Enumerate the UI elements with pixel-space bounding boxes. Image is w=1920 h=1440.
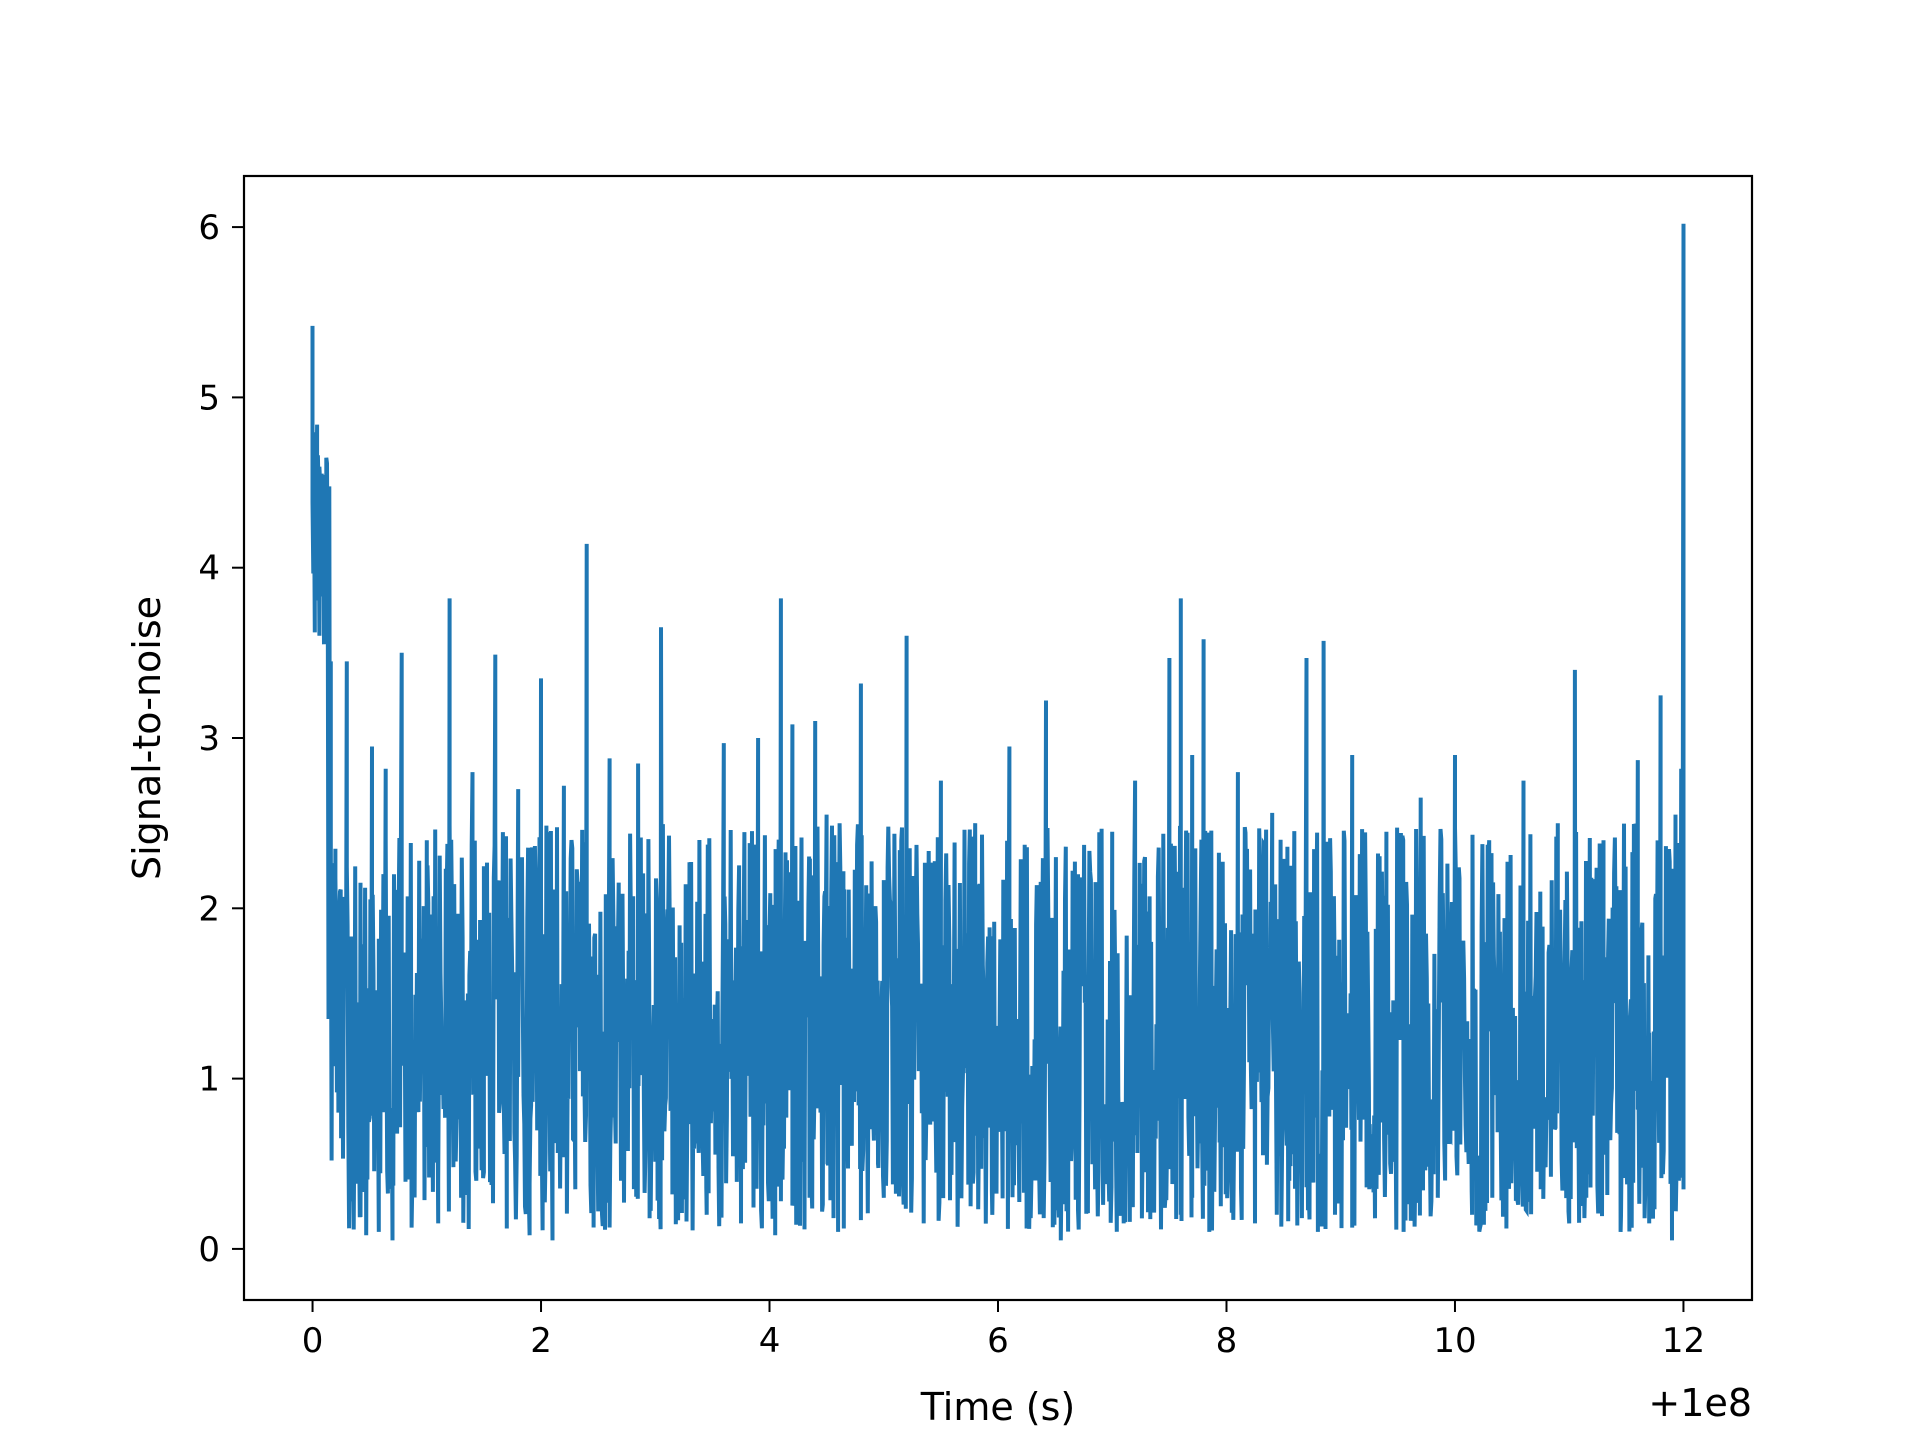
x-axis-offset-label: +1e8 xyxy=(1648,1381,1752,1425)
x-tick-label: 6 xyxy=(987,1321,1009,1361)
x-tick-label: 10 xyxy=(1433,1321,1476,1361)
x-tick-label: 4 xyxy=(759,1321,781,1361)
y-axis-label: Signal-to-noise xyxy=(125,596,169,880)
y-tick-label: 0 xyxy=(198,1230,220,1270)
y-tick-label: 1 xyxy=(198,1060,220,1100)
y-tick-label: 5 xyxy=(198,378,220,418)
plot-content xyxy=(310,223,1686,1241)
x-tick-label: 12 xyxy=(1662,1321,1705,1361)
x-tick-label: 8 xyxy=(1216,1321,1238,1361)
y-tick-label: 6 xyxy=(198,208,220,248)
y-tick-label: 2 xyxy=(198,889,220,929)
y-tick-label: 4 xyxy=(198,549,220,589)
y-tick-label: 3 xyxy=(198,719,220,759)
x-axis: 0 2 4 6 8 10 12 xyxy=(302,1300,1705,1361)
x-tick-label: 0 xyxy=(302,1321,324,1361)
x-axis-label: Time (s) xyxy=(920,1385,1076,1429)
x-tick-label: 2 xyxy=(530,1321,552,1361)
y-axis: 0 1 2 3 4 5 6 xyxy=(198,208,244,1270)
series-line xyxy=(310,223,1686,1241)
